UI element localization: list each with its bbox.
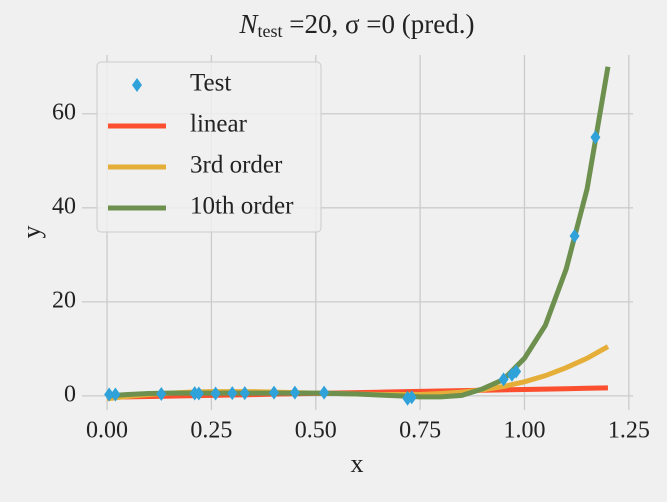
data-point (104, 387, 115, 402)
x-tick-label: 0.25 (190, 418, 232, 444)
legend-marker (132, 78, 142, 92)
data-point (239, 386, 250, 401)
legend: Test linear 3rd order 10th order (96, 61, 322, 233)
title-rest: =20, σ =0 (pred.) (283, 9, 475, 39)
data-point (210, 386, 221, 401)
y-axis-label: y (17, 226, 46, 239)
data-point (498, 372, 509, 387)
data-point (227, 386, 238, 401)
data-point (110, 387, 121, 402)
data-point (569, 229, 580, 244)
legend-label: 3rd order (190, 152, 283, 179)
title-main: N (239, 9, 260, 39)
data-point (406, 390, 417, 405)
data-point (193, 386, 204, 401)
title-sub: test (258, 21, 283, 41)
chart-title: Ntest =20, σ =0 (pred.) (239, 9, 475, 41)
x-tick-label: 0.50 (295, 418, 337, 444)
y-tick-label: 60 (52, 99, 76, 125)
data-point (289, 385, 300, 400)
legend-box (96, 61, 322, 233)
x-tick-label: 0.75 (399, 418, 441, 444)
x-axis-label: x (351, 449, 364, 478)
data-point (319, 385, 330, 400)
y-tick-label: 40 (52, 193, 76, 219)
data-point (269, 385, 280, 400)
legend-label: linear (190, 111, 248, 138)
x-tick-label: 1.25 (608, 418, 650, 444)
x-tick-label: 1.00 (503, 418, 545, 444)
x-tick-label: 0.00 (86, 418, 128, 444)
y-tick-label: 20 (52, 287, 76, 313)
data-point (156, 387, 167, 402)
data-point (511, 364, 522, 379)
legend-label: 10th order (190, 193, 294, 220)
y-tick-label: 0 (64, 381, 76, 407)
data-point (590, 130, 601, 145)
legend-label: Test (190, 70, 231, 97)
